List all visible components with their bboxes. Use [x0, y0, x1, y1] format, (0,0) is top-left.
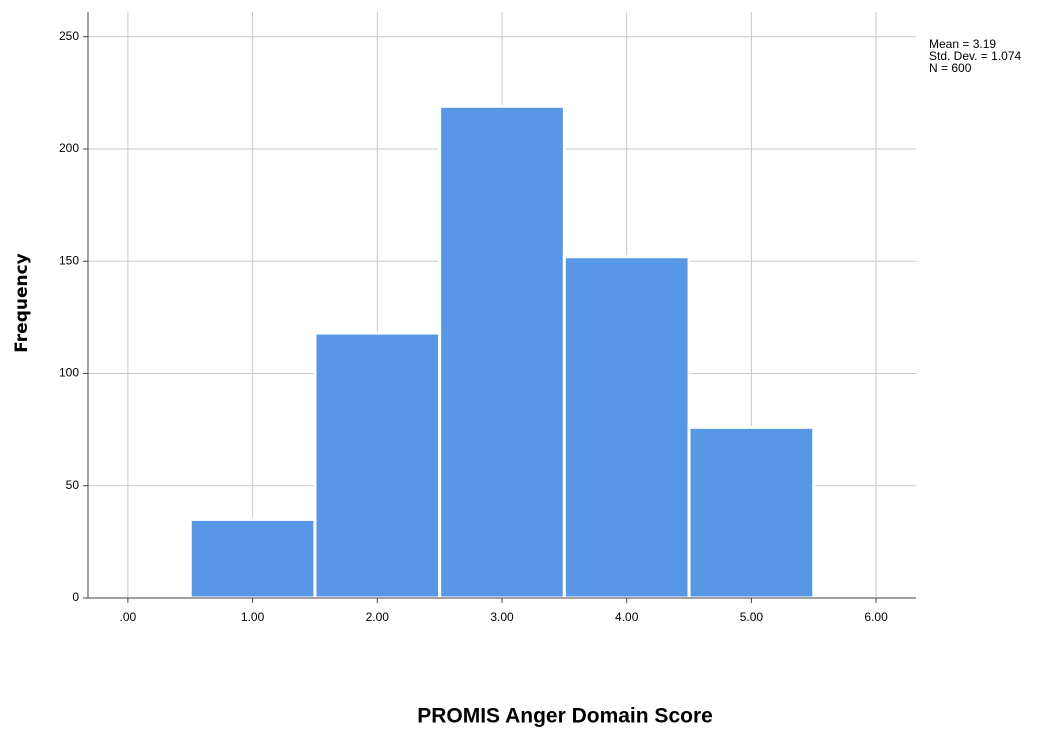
x-axis-label: PROMIS Anger Domain Score — [417, 705, 713, 728]
bar — [438, 104, 566, 600]
annotation: Std. Dev. = 1.074 — [929, 49, 1021, 63]
x-tick-label: 5.00 — [740, 610, 764, 624]
annotation: Mean = 3.19 — [929, 37, 996, 51]
y-axis-label: Frequency — [12, 253, 32, 353]
y-tick-label: 150 — [59, 253, 79, 267]
y-tick-label: 0 — [72, 590, 79, 604]
bar — [687, 425, 816, 600]
x-tick-label: .00 — [120, 610, 137, 624]
x-tick-label: 4.00 — [615, 610, 639, 624]
y-tick-label: 50 — [66, 478, 80, 492]
bars — [188, 104, 816, 600]
x-tick-label: 3.00 — [490, 610, 514, 624]
annotation: N = 600 — [929, 61, 972, 75]
x-tick-label: 2.00 — [366, 610, 390, 624]
y-tick-label: 250 — [59, 29, 79, 43]
bar — [188, 517, 317, 600]
bar — [562, 255, 691, 600]
y-tick-label: 100 — [59, 366, 79, 380]
x-tick-label: 6.00 — [864, 610, 888, 624]
x-tick-label: 1.00 — [241, 610, 265, 624]
bar — [313, 331, 442, 600]
y-tick-label: 200 — [59, 141, 79, 155]
